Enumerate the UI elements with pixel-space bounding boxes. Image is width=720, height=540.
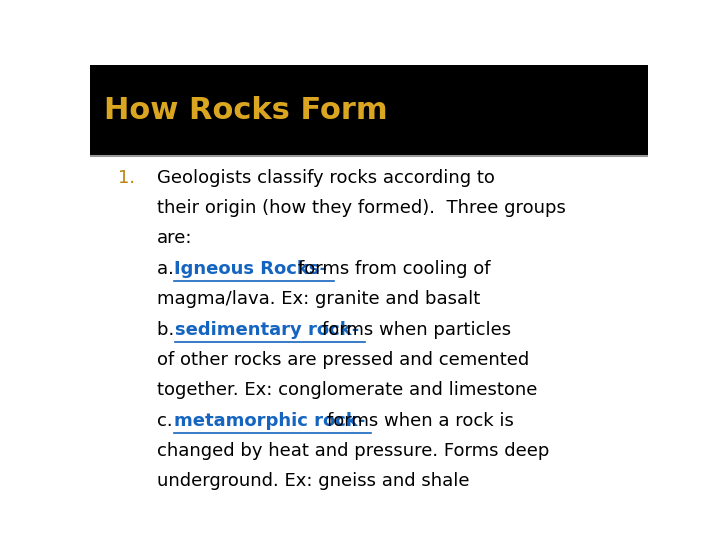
Text: forms from cooling of: forms from cooling of <box>298 260 490 278</box>
Text: Geologists classify rocks according to: Geologists classify rocks according to <box>157 168 495 187</box>
Text: c.: c. <box>157 411 179 430</box>
Text: forms when particles: forms when particles <box>323 321 511 339</box>
Text: are:: are: <box>157 230 192 247</box>
Text: of other rocks are pressed and cemented: of other rocks are pressed and cemented <box>157 351 529 369</box>
Text: How Rocks Form: How Rocks Form <box>104 96 387 125</box>
Text: Igneous Rocks-: Igneous Rocks- <box>174 260 334 278</box>
Text: underground. Ex: gneiss and shale: underground. Ex: gneiss and shale <box>157 472 469 490</box>
Text: magma/lava. Ex: granite and basalt: magma/lava. Ex: granite and basalt <box>157 290 480 308</box>
Text: sedimentary rock-: sedimentary rock- <box>175 321 365 339</box>
Text: together. Ex: conglomerate and limestone: together. Ex: conglomerate and limestone <box>157 381 537 399</box>
Text: b.: b. <box>157 321 180 339</box>
Text: their origin (how they formed).  Three groups: their origin (how they formed). Three gr… <box>157 199 566 217</box>
Text: metamorphic rock-: metamorphic rock- <box>174 411 371 430</box>
Text: 1.: 1. <box>118 168 135 187</box>
Text: changed by heat and pressure. Forms deep: changed by heat and pressure. Forms deep <box>157 442 549 460</box>
FancyBboxPatch shape <box>90 65 648 156</box>
Text: forms when a rock is: forms when a rock is <box>327 411 513 430</box>
Text: a.: a. <box>157 260 179 278</box>
